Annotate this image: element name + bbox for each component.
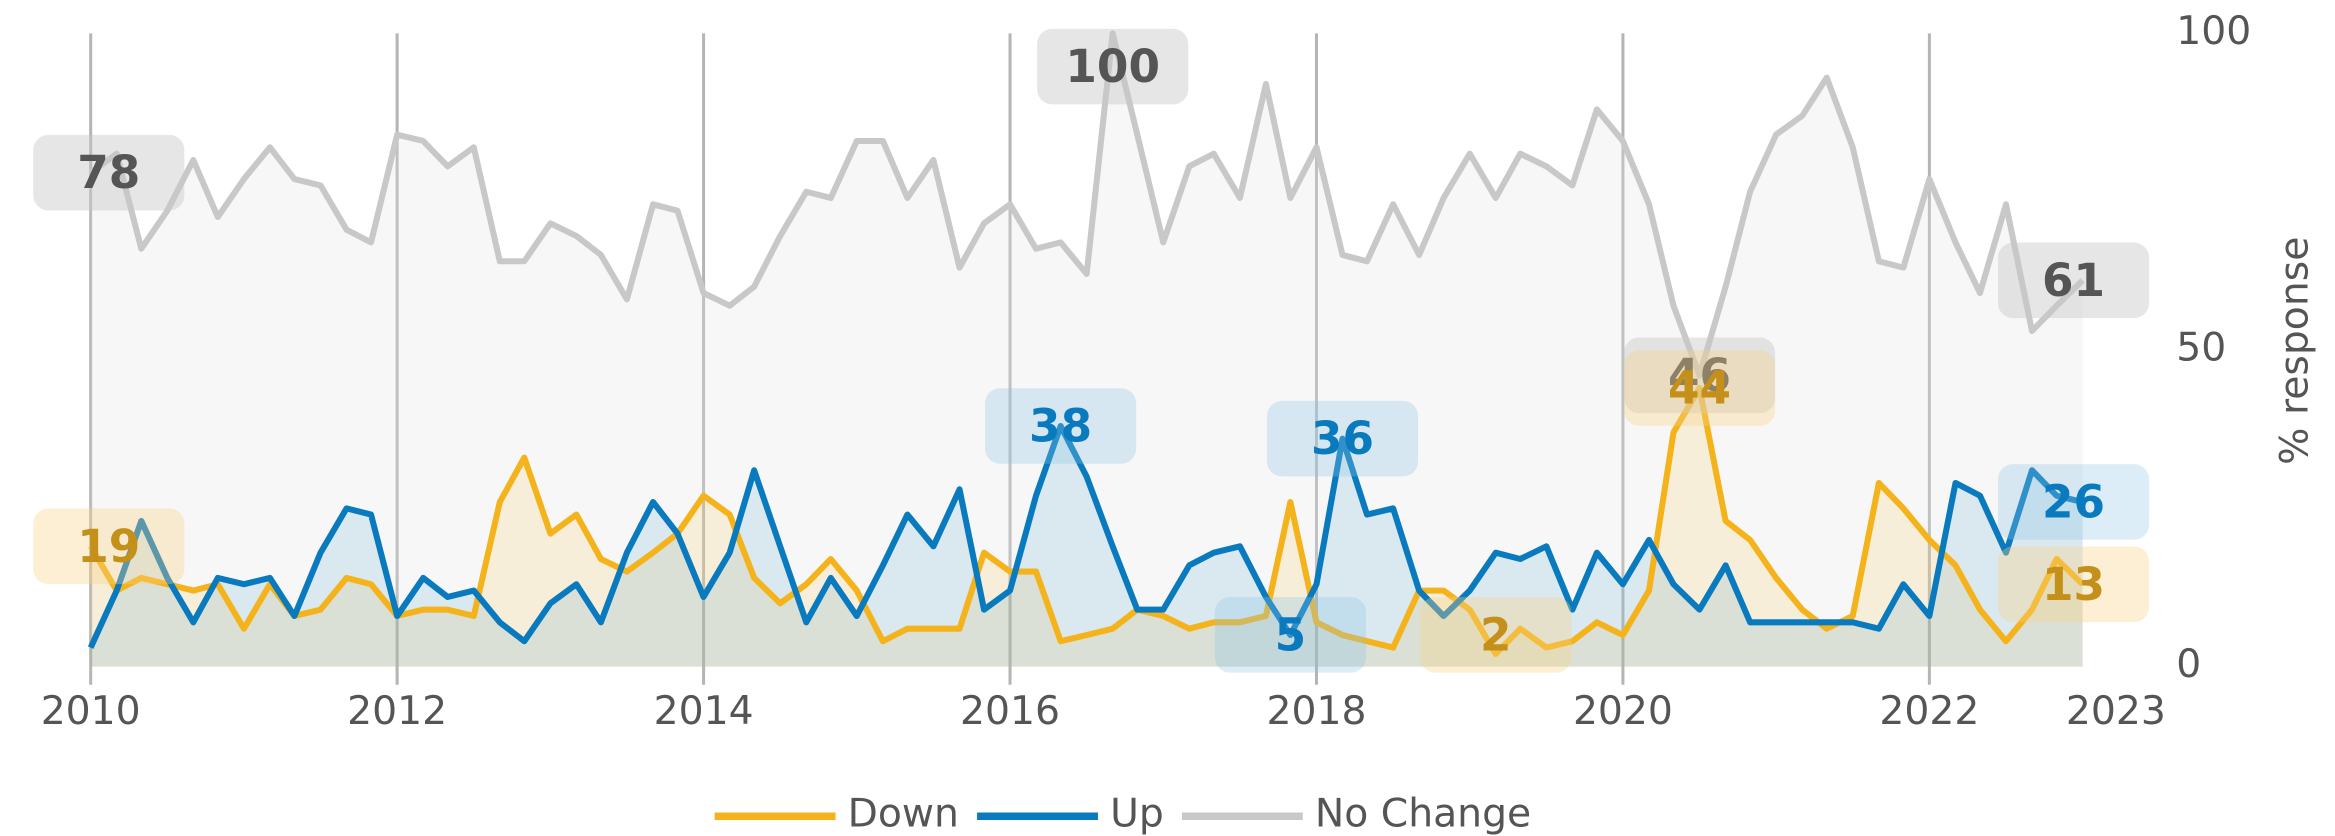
label-box (33, 134, 185, 211)
data-label: 5 (1275, 608, 1307, 661)
line (88, 30, 2085, 379)
y-tick-label: 0 (2176, 642, 2201, 687)
area (90, 387, 2083, 667)
legend-label: Up (1110, 792, 1164, 836)
label-box (1266, 400, 1419, 477)
data-label: 100 (1065, 40, 1160, 93)
data-label: 38 (1029, 400, 1092, 453)
data-label: 13 (2042, 558, 2105, 611)
label-box (1997, 242, 2150, 319)
label-box (985, 388, 1137, 464)
data-label: 2 (1480, 608, 1512, 661)
x-tick-label: 2022 (1879, 689, 1979, 734)
data-label: 78 (77, 146, 140, 199)
labels: 78 100 46 61 19 2 44 13 38 5 36 26 (33, 28, 2150, 673)
label-box (1997, 464, 2150, 540)
data-label: 36 (1311, 412, 1374, 465)
x-tick-label: 2018 (1266, 689, 1366, 734)
line (87, 422, 2084, 649)
line (88, 384, 2085, 657)
label-box (1623, 337, 1776, 414)
legend: Down Up No Change (714, 792, 1531, 836)
x-tick-label: 2020 (1573, 689, 1673, 734)
x-tick-label: 2014 (654, 689, 754, 734)
y-axis-label: % response (2273, 237, 2318, 465)
x-tick-label: 2012 (347, 689, 447, 734)
label-box (1420, 597, 1572, 673)
label-box (1997, 546, 2150, 623)
lines (87, 30, 2085, 657)
data-label: 26 (2042, 475, 2105, 528)
label-box (33, 508, 185, 585)
data-label: 61 (2042, 254, 2105, 307)
y-tick-label: 50 (2176, 325, 2226, 370)
legend-label: Down (848, 792, 959, 836)
legend-label: No Change (1315, 792, 1531, 836)
area (90, 33, 2083, 667)
x-tick-label: 2016 (960, 689, 1060, 734)
label-box (1214, 597, 1366, 673)
x-tick-label: 2023 (2066, 689, 2166, 734)
label-box (1037, 28, 1189, 105)
data-label: 44 (1668, 362, 1731, 415)
data-label: 19 (77, 520, 140, 573)
y-tick-label: 100 (2176, 9, 2251, 54)
x-tick-label: 2010 (41, 689, 141, 734)
data-label: 46 (1668, 349, 1731, 402)
label-box (1623, 350, 1776, 426)
